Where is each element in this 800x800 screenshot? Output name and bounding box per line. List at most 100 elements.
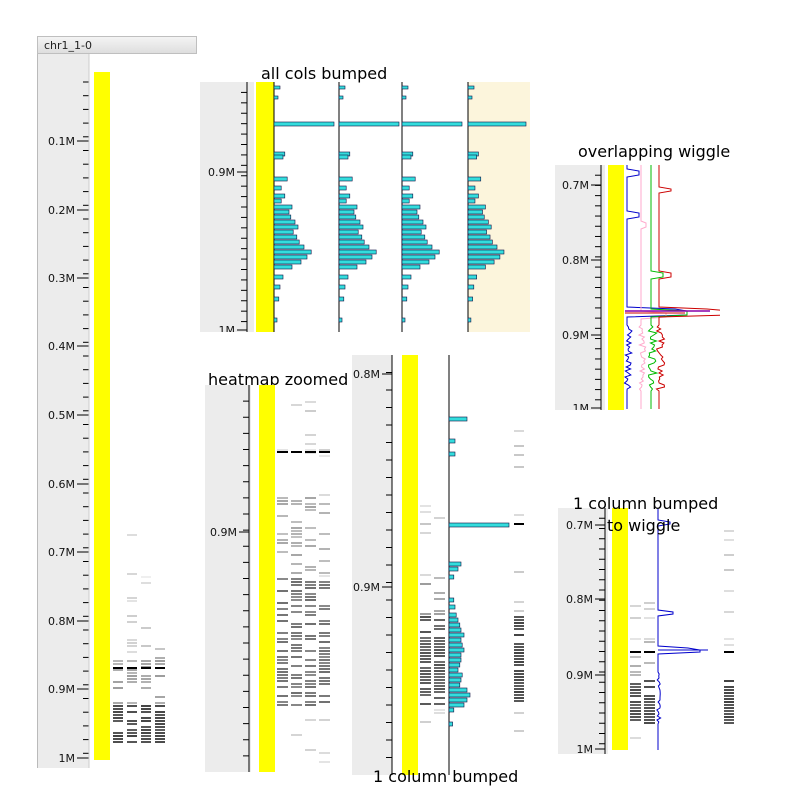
bumped-heatmap-marker: [514, 523, 524, 525]
zoomed-heatmap-feature: [277, 695, 288, 697]
histogram-bar: [273, 259, 302, 265]
main-heatmap-feature: [127, 675, 137, 677]
bumped-heatmap-feature: [434, 697, 445, 699]
zoomed-heatmap-marker: [291, 451, 302, 453]
wiggle-panel-heatmap-feature: [644, 686, 655, 688]
bumped-heatmap-feature: [514, 694, 524, 696]
ruler-tick-label: 0.9M: [566, 669, 593, 682]
wiggle-panel-heatmap-feature: [644, 713, 655, 715]
main-heatmap-feature: [127, 702, 137, 704]
histogram-bar: [467, 234, 491, 240]
histogram-bar: [273, 234, 298, 240]
bumped-heatmap-feature: [420, 703, 431, 705]
zoomed-heatmap-feature: [305, 683, 316, 685]
main-heatmap-feature: [113, 732, 123, 734]
zoomed-heatmap-feature: [305, 539, 316, 541]
wiggle-panel-heatmap-feature: [724, 539, 734, 541]
histogram-bar: [467, 274, 477, 280]
histogram-bar: [273, 193, 286, 199]
histogram-bar: [401, 214, 420, 220]
main-heatmap-feature: [141, 708, 151, 710]
zoomed-heatmap-feature: [319, 671, 330, 673]
histogram-bar: [448, 561, 462, 567]
histogram-bar: [467, 85, 475, 90]
zoomed-heatmap-feature: [305, 401, 316, 403]
main-heatmap-feature: [127, 705, 137, 707]
highlight-column: [402, 355, 418, 775]
ruler-tick-label: 1M: [573, 402, 590, 410]
wiggle-panel-heatmap-feature: [644, 641, 655, 643]
one-column-bumped-panel[interactable]: 0.8M 0.9M: [352, 355, 532, 775]
histogram-bar: [273, 214, 292, 220]
histogram-bar: [467, 193, 479, 199]
zoomed-heatmap-feature: [319, 695, 330, 697]
zoomed-heatmap-feature: [277, 620, 288, 622]
histogram-bar: [273, 219, 296, 225]
main-view[interactable]: 0.1M 0.2M 0.3M 0.4M 0.5M 0.6M 0.7M 0.8M 0.9M 1M: [37, 54, 197, 768]
one-column-bumped-to-wiggle-panel[interactable]: 0.7M 0.8M 0.9M 1M: [558, 508, 743, 754]
zoomed-heatmap-feature: [277, 638, 288, 640]
highlight-column: [256, 82, 274, 332]
bumped-heatmap-feature: [514, 664, 524, 666]
histogram-bar: [401, 234, 426, 240]
zoomed-heatmap-feature: [277, 632, 288, 634]
zoomed-heatmap-feature: [291, 626, 302, 628]
main-ruler-tick-label: 0.5M: [48, 409, 75, 422]
histogram-bar: [448, 677, 462, 683]
highlight-column: [94, 72, 110, 760]
main-ruler-background: [37, 54, 89, 768]
zoomed-heatmap-feature: [319, 620, 330, 622]
zoomed-heatmap-feature: [305, 671, 316, 673]
zoomed-heatmap-feature: [277, 641, 288, 643]
histogram-bar: [467, 284, 475, 290]
wiggle-panel-heatmap-feature: [630, 674, 641, 676]
wiggle-panel-heatmap-feature: [644, 704, 655, 706]
histogram-bar: [448, 612, 457, 618]
zoomed-heatmap-feature: [291, 554, 302, 556]
wiggle-panel-heatmap-feature: [724, 713, 734, 715]
main-heatmap-feature: [155, 705, 165, 707]
bumped-heatmap-feature: [514, 616, 524, 618]
overlapping-wiggle-panel[interactable]: 0.7M 0.8M 0.9M 1M: [555, 165, 720, 410]
main-heatmap-feature: [127, 660, 137, 662]
main-ruler-tick-label: 0.2M: [48, 204, 75, 217]
ruler-tick-label: 0.7M: [566, 519, 593, 532]
bumped-heatmap-feature: [434, 679, 445, 681]
zoomed-heatmap-feature: [305, 569, 316, 571]
window-title-bar[interactable]: chr1_1-0: [37, 36, 197, 54]
ruler-tick-label: 0.9M: [353, 581, 380, 594]
zoomed-heatmap-feature: [319, 623, 330, 625]
bumped-heatmap-feature: [434, 685, 445, 687]
bumped-heatmap-feature: [420, 670, 431, 672]
main-heatmap-feature: [155, 714, 165, 716]
zoomed-heatmap-feature: [291, 500, 302, 502]
wiggle-panel-heatmap-feature: [644, 698, 655, 700]
wiggle-line: [647, 165, 688, 409]
zoomed-heatmap-feature: [291, 599, 302, 601]
histogram-bar: [273, 254, 308, 260]
zoomed-heatmap-feature: [305, 659, 316, 661]
histogram-bar: [338, 193, 351, 199]
histogram-bar: [338, 214, 357, 220]
zoomed-heatmap-feature: [319, 608, 330, 610]
histogram-bar: [467, 176, 482, 182]
zoomed-heatmap-feature: [291, 593, 302, 595]
main-heatmap-feature: [141, 663, 151, 665]
histogram-bar: [338, 264, 358, 270]
zoomed-heatmap-feature: [319, 560, 330, 562]
wiggle-panel-heatmap-feature: [644, 710, 655, 712]
heatmap-zoomed-panel[interactable]: 0.9M: [205, 385, 340, 772]
histogram-bar: [401, 249, 440, 255]
bumped-heatmap-feature: [514, 682, 524, 684]
main-heatmap-feature: [127, 645, 137, 647]
zoomed-heatmap-feature: [277, 515, 288, 517]
histogram-bar: [467, 317, 472, 323]
zoomed-heatmap-feature: [291, 581, 302, 583]
all-cols-bumped-panel[interactable]: 0.9M 1M: [200, 82, 530, 332]
bumped-heatmap-feature: [514, 697, 524, 699]
main-ruler-tick-label: 0.1M: [48, 135, 75, 148]
zoomed-heatmap-feature: [305, 665, 316, 667]
bumped-heatmap-feature: [514, 601, 524, 603]
zoomed-heatmap-feature: [319, 653, 330, 655]
wiggle-panel-heatmap-feature: [724, 689, 734, 691]
